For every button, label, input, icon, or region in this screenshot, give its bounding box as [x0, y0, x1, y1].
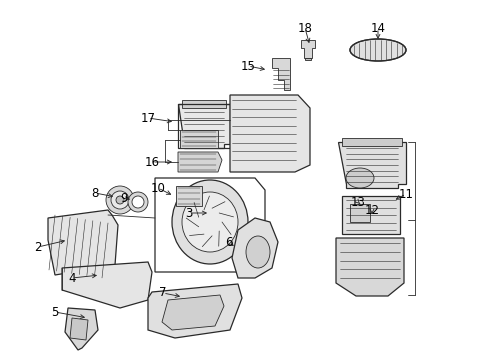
Ellipse shape: [132, 196, 144, 208]
Text: 14: 14: [370, 22, 386, 35]
Polygon shape: [301, 40, 315, 58]
Polygon shape: [65, 308, 98, 350]
Ellipse shape: [106, 186, 134, 214]
Polygon shape: [62, 262, 152, 308]
Text: 13: 13: [350, 195, 366, 208]
Polygon shape: [148, 284, 242, 338]
Polygon shape: [180, 130, 218, 148]
Polygon shape: [178, 104, 230, 148]
Text: 18: 18: [297, 22, 313, 35]
Text: 2: 2: [34, 240, 42, 253]
Text: 16: 16: [145, 156, 160, 168]
Ellipse shape: [346, 168, 374, 188]
Polygon shape: [178, 152, 222, 172]
Polygon shape: [48, 210, 118, 275]
Ellipse shape: [350, 39, 406, 61]
Polygon shape: [232, 218, 278, 278]
Text: 3: 3: [185, 207, 193, 220]
Ellipse shape: [111, 191, 129, 209]
Text: 5: 5: [51, 306, 59, 319]
Bar: [350, 204, 370, 222]
Polygon shape: [230, 95, 310, 172]
Text: 9: 9: [120, 192, 128, 204]
Text: 10: 10: [150, 181, 166, 194]
Polygon shape: [342, 138, 402, 146]
Text: 17: 17: [141, 112, 155, 125]
Text: 12: 12: [365, 203, 379, 216]
Bar: [176, 186, 202, 206]
Polygon shape: [182, 100, 226, 108]
Ellipse shape: [116, 196, 124, 204]
Text: 4: 4: [68, 271, 76, 284]
Text: 6: 6: [225, 235, 233, 248]
Ellipse shape: [182, 192, 238, 252]
Text: 8: 8: [91, 186, 98, 199]
Polygon shape: [342, 196, 400, 234]
Ellipse shape: [128, 192, 148, 212]
Polygon shape: [305, 58, 311, 60]
Ellipse shape: [246, 236, 270, 268]
Ellipse shape: [172, 180, 248, 264]
Polygon shape: [70, 318, 88, 340]
Text: 15: 15: [241, 59, 255, 72]
Polygon shape: [338, 142, 406, 188]
Bar: [178, 104, 230, 148]
Text: 7: 7: [159, 287, 167, 300]
Polygon shape: [272, 58, 290, 90]
Polygon shape: [336, 238, 404, 296]
Polygon shape: [162, 295, 224, 330]
Text: 11: 11: [398, 188, 414, 201]
